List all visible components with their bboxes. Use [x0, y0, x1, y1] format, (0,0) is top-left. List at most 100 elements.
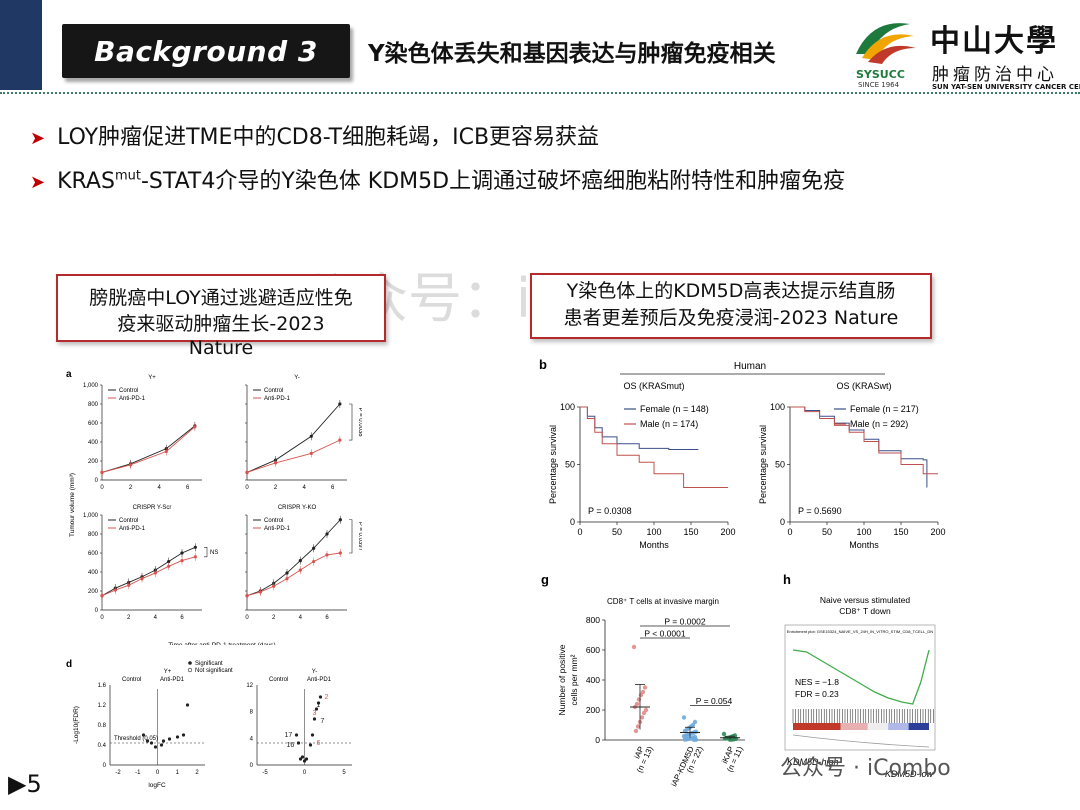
bullet-1-text: LOY肿瘤促进TME中的CD8-T细胞耗竭，ICB更容易获益 [57, 125, 600, 150]
series-line-Anti-PD-1 [101, 426, 196, 473]
bullet-2-text: KRAS [57, 169, 115, 194]
km-curve-Female [580, 406, 699, 451]
y-tick-label: 600 [586, 645, 600, 655]
series-line-Anti-PD-1 [246, 552, 341, 597]
x-axis-label: Months [849, 540, 879, 550]
y-tick-label: 0 [95, 608, 99, 614]
y-tick-label: 1,000 [83, 513, 99, 519]
left-caption-box [56, 274, 386, 342]
x-tick-label: 4 [302, 485, 306, 491]
right-caption-box [530, 273, 932, 339]
volcano-point [149, 741, 154, 745]
x-tick-label: -2 [115, 770, 121, 776]
scatter-point [635, 724, 641, 729]
significance-bracket [349, 519, 353, 554]
volcano-point [316, 701, 321, 705]
y-tick-label: 0.4 [98, 743, 107, 749]
legend-label: Significant [195, 661, 223, 667]
x-tick-label: 0 [156, 770, 160, 776]
bullet-1: ➤ LOY肿瘤促进TME中的CD8-T细胞耗竭，ICB更容易获益 [30, 119, 599, 151]
x-tick-label: 2 [127, 615, 131, 621]
plot-frame [784, 624, 936, 751]
chart-title: CD8⁺ T down [839, 606, 891, 616]
km-curve-Male [790, 406, 938, 475]
scatter-point [681, 734, 687, 739]
nes-label: NES = −1.8 [795, 677, 839, 687]
x-tick-label: 4 [299, 615, 303, 621]
comparison-label: P = 0.0002 [664, 617, 705, 627]
x-tick-label: 4 [157, 485, 161, 491]
volcano-point [153, 745, 158, 749]
significance-bracket [349, 403, 353, 441]
logo-abbr: SYSUCC [856, 68, 905, 81]
x-tick-label: 6 [180, 615, 184, 621]
y-tick-label: 12 [246, 683, 253, 689]
x-tick-label: 2 [195, 770, 199, 776]
subpanel-title: Y+ [148, 375, 156, 381]
x-tick-label: 0 [787, 527, 792, 537]
scatter-point [642, 685, 648, 690]
logo-sub-cn: 肿瘤防治中心 [932, 65, 1058, 85]
x-tick-label: 100 [646, 527, 661, 537]
volcano-point [302, 759, 307, 763]
x-tick-label: 150 [893, 527, 908, 537]
y-tick-label: 600 [88, 421, 99, 427]
volcano-point [175, 735, 180, 739]
legend-label: Anti-PD-1 [119, 526, 146, 532]
y-tick-label: 400 [586, 675, 600, 685]
pvalue-label: P = 0.0308 [588, 506, 632, 516]
page-number-value: 5 [26, 770, 42, 798]
volcano-point [314, 707, 319, 711]
right-caption-line2: 患者更差预后及免疫浸润-2023 Nature [563, 307, 899, 329]
y-tick-label: 800 [88, 402, 99, 408]
volcano-point [161, 739, 166, 743]
bullet-2-superscript: mut [114, 168, 141, 184]
gene-label: 16 [287, 742, 295, 749]
legend-label: Control [264, 518, 283, 524]
y-tick-label: 400 [88, 440, 99, 446]
x-tick-label: 0 [100, 485, 104, 491]
y-tick-label: 200 [88, 589, 99, 595]
x-tick-label: 0 [245, 485, 249, 491]
y-tick-label: 400 [88, 570, 99, 576]
scatter-point [727, 737, 733, 742]
x-tick-label: 0 [577, 527, 582, 537]
group-label-left: Control [122, 677, 141, 683]
subpanel-title: OS (KRASmut) [623, 381, 684, 391]
chart-title: Naive versus stimulated [820, 595, 911, 605]
rank-color-bar [867, 723, 889, 730]
figure-b-survival-curves: b Human OS (KRASmut) 0 50 100 0 50 100 150 200 Fema… [539, 357, 946, 550]
y-axis-label: Percentage survival [548, 425, 558, 504]
sysucc-emblem-icon [856, 23, 916, 64]
x-tick-label: 0 [100, 615, 104, 621]
legend-label: Control [264, 388, 283, 394]
ranked-metric-curve [792, 734, 930, 748]
km-curve-Female [790, 406, 928, 488]
y-tick-label: 4 [250, 736, 254, 742]
volcano-point [318, 695, 323, 699]
volcano-point [181, 733, 186, 737]
x-tick-label: -5 [262, 770, 268, 776]
y-axis-label: -Log10(FDR) [73, 706, 80, 744]
fdr-label: FDR = 0.23 [795, 689, 839, 699]
left-caption-line1: 膀胱癌中LOY通过逃避适应性免 [89, 287, 353, 309]
panel-label: a [66, 369, 72, 380]
volcano-point [300, 755, 305, 759]
section-plaque-label: Background 3 [94, 34, 318, 68]
pvalue-label: P = 0.5690 [798, 506, 842, 516]
y-tick-label: 0 [95, 478, 99, 484]
gene-label: 7 [321, 718, 325, 725]
subpanel-title: CRISPR Y-KO [278, 505, 317, 511]
y-tick-label: 0 [103, 763, 107, 769]
scatter-point [682, 737, 688, 742]
y-axis-label: Tumour volume (mm³) [69, 473, 76, 537]
group-label-right: Anti-PD1 [307, 677, 332, 683]
volcano-point [312, 717, 317, 721]
x-axis-label: Months [639, 540, 669, 550]
volcano-point [141, 733, 146, 737]
x-axis-label: Time after anti-PD-1 treatment (days) [168, 642, 275, 645]
figure-g-cd8-scatter: g CD8⁺ T cells at invasive margin 0 200 400 6… [541, 572, 745, 788]
panel-label: h [783, 572, 791, 587]
